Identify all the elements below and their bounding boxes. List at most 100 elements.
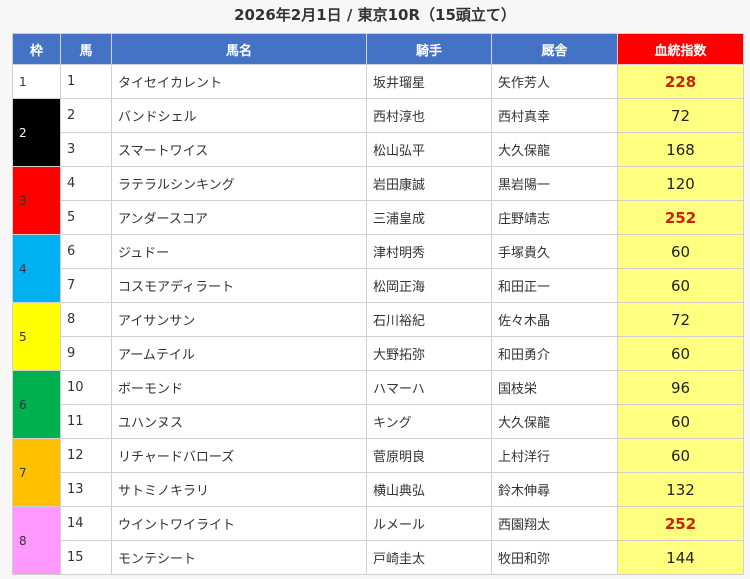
horse-number: 10 xyxy=(60,370,112,405)
jockey: 大野拓弥 xyxy=(366,336,492,371)
horse-number: 7 xyxy=(60,268,112,303)
trainer: 手塚貴久 xyxy=(491,234,618,269)
pedigree-index: 60 xyxy=(617,234,744,269)
trainer: 国枝栄 xyxy=(491,370,618,405)
table-row: 1 1 タイセイカレント 坂井瑠星 矢作芳人 228 xyxy=(12,64,744,99)
header-frame: 枠 xyxy=(12,33,61,65)
table-row: 4 6 ジュドー 津村明秀 手塚貴久 60 xyxy=(12,234,744,303)
table-row: 11 ユハンヌス キング 大久保龍 60 xyxy=(13,404,744,439)
horse-number: 14 xyxy=(60,506,112,541)
horse-number: 4 xyxy=(60,166,112,201)
frame-cell: 2 xyxy=(12,98,61,167)
pedigree-index: 60 xyxy=(617,336,744,371)
horse-name: アームテイル xyxy=(111,336,367,371)
trainer: 牧田和弥 xyxy=(491,540,618,575)
jockey: 松岡正海 xyxy=(366,268,492,303)
jockey: 横山典弘 xyxy=(366,472,492,507)
header-number: 馬 xyxy=(60,33,112,65)
horse-name: コスモアディラート xyxy=(111,268,367,303)
trainer: 矢作芳人 xyxy=(491,64,618,99)
horse-number: 12 xyxy=(60,438,112,473)
jockey: ハマーハ xyxy=(366,370,492,405)
frame-cell: 8 xyxy=(12,506,61,575)
pedigree-index: 72 xyxy=(617,98,744,133)
pedigree-index: 60 xyxy=(617,404,744,439)
horse-number: 11 xyxy=(60,404,112,439)
horse-name: ウイントワイライト xyxy=(111,506,367,541)
frame-cell: 5 xyxy=(12,302,61,371)
table-row: 3 4 ラテラルシンキング 岩田康誠 黒岩陽一 120 xyxy=(12,166,744,235)
header-index: 血統指数 xyxy=(617,33,744,65)
trainer: 西村真幸 xyxy=(491,98,618,133)
jockey: 松山弘平 xyxy=(366,132,492,167)
jockey: 岩田康誠 xyxy=(366,166,492,201)
header-jockey: 騎手 xyxy=(366,33,492,65)
trainer: 大久保龍 xyxy=(491,404,618,439)
pedigree-index: 228 xyxy=(617,64,744,99)
pedigree-index: 96 xyxy=(617,370,744,405)
horse-number: 15 xyxy=(60,540,112,575)
horse-name: アンダースコア xyxy=(111,200,367,235)
table-row: 8 14 ウイントワイライト ルメール 西園翔太 252 xyxy=(12,506,744,575)
frame-cell: 4 xyxy=(12,234,61,303)
pedigree-index: 60 xyxy=(617,268,744,303)
pedigree-index: 132 xyxy=(617,472,744,507)
horse-name: ボーモンド xyxy=(111,370,367,405)
frame-cell: 3 xyxy=(12,166,61,235)
trainer: 西園翔太 xyxy=(491,506,618,541)
horse-number: 5 xyxy=(60,200,112,235)
pedigree-index: 252 xyxy=(617,506,744,541)
trainer: 和田勇介 xyxy=(491,336,618,371)
table-row: 7 コスモアディラート 松岡正海 和田正一 60 xyxy=(13,268,744,303)
table-row: 7 12 リチャードバローズ 菅原明良 上村洋行 60 xyxy=(12,438,744,507)
table-header-row: 枠 馬 馬名 騎手 厩舎 血統指数 xyxy=(12,33,744,65)
horse-name: バンドシェル xyxy=(111,98,367,133)
pedigree-index: 60 xyxy=(617,438,744,473)
table-row: 5 8 アイサンサン 石川裕紀 佐々木晶 72 xyxy=(12,302,744,371)
horse-name: ラテラルシンキング xyxy=(111,166,367,201)
header-name: 馬名 xyxy=(111,33,367,65)
table-row: 5 アンダースコア 三浦皇成 庄野靖志 252 xyxy=(13,200,744,235)
table-row: 6 10 ボーモンド ハマーハ 国枝栄 96 xyxy=(12,370,744,439)
horse-name: ジュドー xyxy=(111,234,367,269)
header-trainer: 厩舎 xyxy=(491,33,618,65)
pedigree-index: 72 xyxy=(617,302,744,337)
pedigree-index: 168 xyxy=(617,132,744,167)
jockey: 戸崎圭太 xyxy=(366,540,492,575)
horse-number: 13 xyxy=(60,472,112,507)
pedigree-index: 252 xyxy=(617,200,744,235)
race-table: 枠 馬 馬名 騎手 厩舎 血統指数 1 1 タイセイカレント 坂井瑠星 矢作芳人 228 2… xyxy=(12,33,744,575)
jockey: 石川裕紀 xyxy=(366,302,492,337)
horse-name: リチャードバローズ xyxy=(111,438,367,473)
frame-cell: 7 xyxy=(12,438,61,507)
table-row: 3 スマートワイス 松山弘平 大久保龍 168 xyxy=(13,132,744,167)
table-row: 15 モンテシート 戸崎圭太 牧田和弥 144 xyxy=(13,540,744,575)
horse-name: ユハンヌス xyxy=(111,404,367,439)
horse-number: 6 xyxy=(60,234,112,269)
table-row: 13 サトミノキラリ 横山典弘 鈴木伸尋 132 xyxy=(13,472,744,507)
frame-cell: 6 xyxy=(12,370,61,439)
table-row: 9 アームテイル 大野拓弥 和田勇介 60 xyxy=(13,336,744,371)
trainer: 佐々木晶 xyxy=(491,302,618,337)
trainer: 和田正一 xyxy=(491,268,618,303)
horse-name: サトミノキラリ xyxy=(111,472,367,507)
jockey: キング xyxy=(366,404,492,439)
jockey: 菅原明良 xyxy=(366,438,492,473)
trainer: 庄野靖志 xyxy=(491,200,618,235)
pedigree-index: 120 xyxy=(617,166,744,201)
horse-name: タイセイカレント xyxy=(111,64,367,99)
horse-name: モンテシート xyxy=(111,540,367,575)
jockey: ルメール xyxy=(366,506,492,541)
trainer: 上村洋行 xyxy=(491,438,618,473)
page-title: 2026年2月1日 / 東京10R（15頭立て） xyxy=(234,6,516,24)
horse-name: スマートワイス xyxy=(111,132,367,167)
jockey: 津村明秀 xyxy=(366,234,492,269)
jockey: 西村淳也 xyxy=(366,98,492,133)
trainer: 黒岩陽一 xyxy=(491,166,618,201)
horse-number: 8 xyxy=(60,302,112,337)
jockey: 三浦皇成 xyxy=(366,200,492,235)
horse-number: 9 xyxy=(60,336,112,371)
horse-name: アイサンサン xyxy=(111,302,367,337)
frame-cell: 1 xyxy=(12,64,61,99)
pedigree-index: 144 xyxy=(617,540,744,575)
